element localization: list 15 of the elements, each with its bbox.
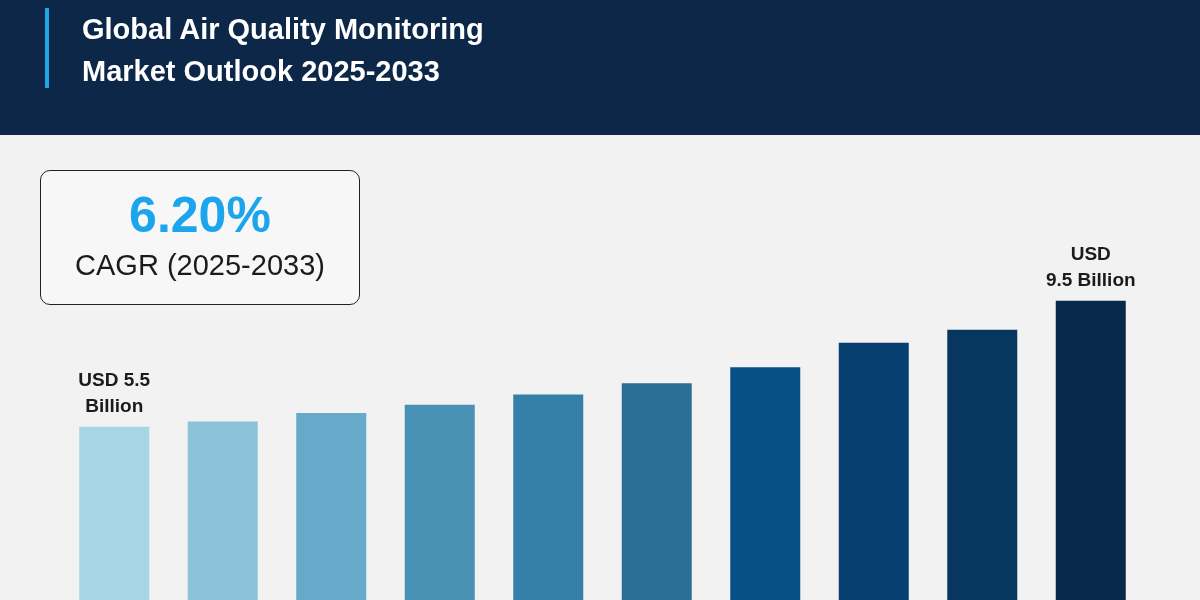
text: 6.20% <box>128 186 272 245</box>
data-label: USD 5.5 Billion <box>78 369 151 417</box>
text: CAGR (2025-2033) <box>74 248 326 283</box>
bar <box>730 367 801 600</box>
bar <box>513 394 584 600</box>
bar <box>296 412 367 600</box>
bar <box>621 383 692 600</box>
data-label: USD 9.5 Billion <box>1045 243 1136 291</box>
bar <box>1055 300 1126 600</box>
bar <box>404 404 475 600</box>
chart-title: Global Air Quality Monitoring Market Outlook 2025-2033 <box>82 12 484 89</box>
bar <box>187 421 258 600</box>
bar <box>947 329 1018 600</box>
bar <box>838 342 909 600</box>
bar <box>79 426 150 600</box>
